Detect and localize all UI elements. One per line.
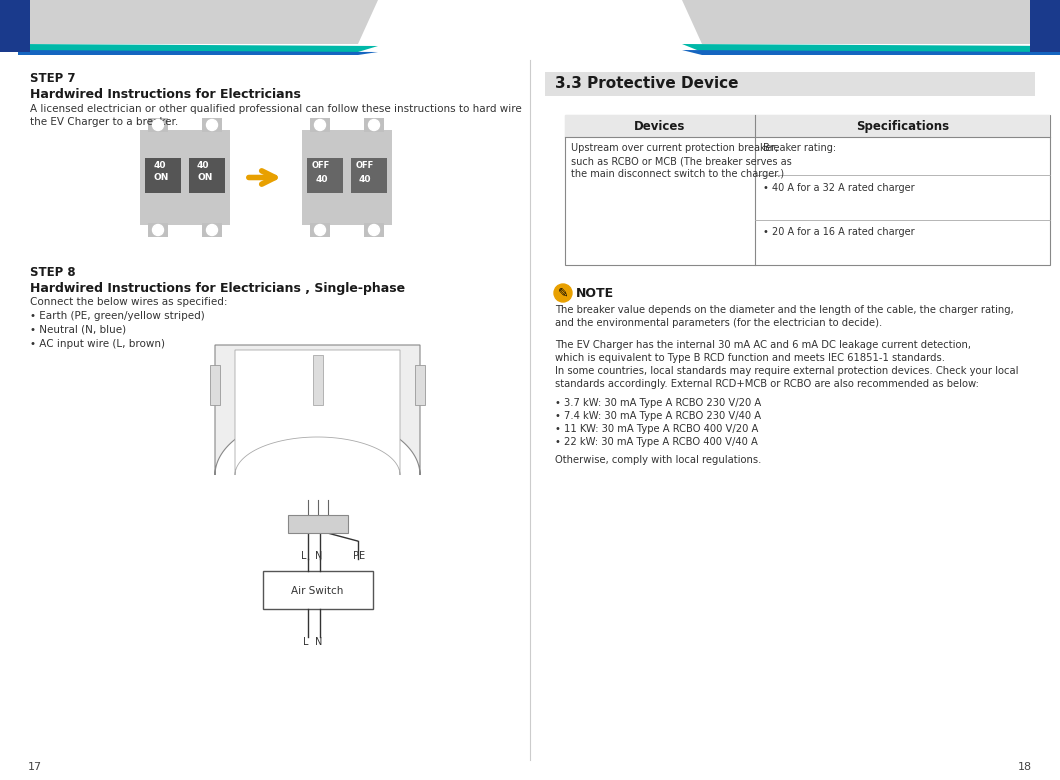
Polygon shape — [18, 50, 378, 55]
Text: Connect the below wires as specified:: Connect the below wires as specified: — [30, 297, 228, 307]
Text: • Neutral (N, blue): • Neutral (N, blue) — [30, 325, 126, 335]
Text: 40: 40 — [316, 175, 329, 184]
Bar — [210, 365, 220, 405]
Text: • 11 KW: 30 mA Type A RCBO 400 V/20 A: • 11 KW: 30 mA Type A RCBO 400 V/20 A — [555, 424, 758, 434]
Text: NOTE: NOTE — [576, 287, 614, 300]
Bar — [145, 158, 181, 193]
Text: OFF: OFF — [312, 161, 331, 170]
Circle shape — [207, 225, 217, 236]
Text: • 3.7 kW: 30 mA Type A RCBO 230 V/20 A: • 3.7 kW: 30 mA Type A RCBO 230 V/20 A — [555, 398, 761, 408]
Text: 40: 40 — [154, 161, 166, 170]
Text: Hardwired Instructions for Electricians: Hardwired Instructions for Electricians — [30, 88, 301, 101]
Text: L: L — [302, 637, 308, 647]
Text: The breaker value depends on the diameter and the length of the cable, the charg: The breaker value depends on the diamete… — [555, 305, 1013, 315]
Text: • AC input wire (L, brown): • AC input wire (L, brown) — [30, 339, 165, 349]
Text: OFF: OFF — [356, 161, 374, 170]
Bar — [364, 223, 384, 237]
Bar — [310, 223, 330, 237]
Bar — [148, 118, 167, 132]
Text: the main disconnect switch to the charger.): the main disconnect switch to the charge… — [571, 169, 784, 179]
Text: STEP 8: STEP 8 — [30, 266, 75, 279]
Polygon shape — [0, 0, 30, 52]
Text: Otherwise, comply with local regulations.: Otherwise, comply with local regulations… — [555, 455, 761, 465]
Text: which is equivalent to Type B RCD function and meets IEC 61851-1 standards.: which is equivalent to Type B RCD functi… — [555, 353, 946, 363]
Polygon shape — [682, 0, 1060, 44]
Text: Devices: Devices — [634, 120, 686, 133]
Bar — [565, 115, 1050, 265]
Text: In some countries, local standards may require external protection devices. Chec: In some countries, local standards may r… — [555, 366, 1019, 376]
Text: • Earth (PE, green/yellow striped): • Earth (PE, green/yellow striped) — [30, 311, 205, 321]
Polygon shape — [682, 50, 1060, 55]
Text: Air Switch: Air Switch — [292, 586, 343, 596]
Bar — [545, 72, 1035, 96]
Bar — [313, 355, 322, 405]
Bar — [189, 158, 225, 193]
Text: N: N — [316, 551, 323, 561]
Polygon shape — [18, 44, 378, 52]
Circle shape — [207, 119, 217, 130]
Text: ✎: ✎ — [558, 286, 568, 300]
Text: the EV Charger to a breaker.: the EV Charger to a breaker. — [30, 117, 178, 127]
Circle shape — [369, 119, 379, 130]
Text: PE: PE — [353, 551, 366, 561]
Text: N: N — [316, 637, 323, 647]
Bar — [287, 515, 348, 533]
Circle shape — [153, 119, 163, 130]
Text: Upstream over current protection breaker,: Upstream over current protection breaker… — [571, 143, 778, 153]
Polygon shape — [215, 345, 420, 475]
Text: 17: 17 — [28, 762, 42, 772]
Bar — [302, 130, 392, 225]
Bar — [202, 223, 222, 237]
Bar — [263, 571, 372, 609]
Text: STEP 7: STEP 7 — [30, 72, 75, 85]
Text: L: L — [301, 551, 307, 561]
Circle shape — [153, 225, 163, 236]
Text: Breaker rating:: Breaker rating: — [763, 143, 836, 153]
Bar — [351, 158, 387, 193]
Polygon shape — [235, 350, 400, 475]
Bar — [202, 118, 222, 132]
Polygon shape — [1030, 0, 1060, 52]
Text: standards accordingly. External RCD+MCB or RCBO are also recommended as below:: standards accordingly. External RCD+MCB … — [555, 379, 978, 389]
Text: 18: 18 — [1018, 762, 1032, 772]
Text: and the environmental parameters (for the electrician to decide).: and the environmental parameters (for th… — [555, 318, 882, 328]
Polygon shape — [682, 44, 1060, 52]
Bar — [416, 365, 425, 405]
Circle shape — [369, 225, 379, 236]
Text: ON: ON — [154, 173, 170, 182]
Bar — [307, 158, 343, 193]
Text: • 20 A for a 16 A rated charger: • 20 A for a 16 A rated charger — [763, 227, 915, 237]
Text: • 7.4 kW: 30 mA Type A RCBO 230 V/40 A: • 7.4 kW: 30 mA Type A RCBO 230 V/40 A — [555, 411, 761, 421]
Circle shape — [554, 284, 572, 302]
Circle shape — [315, 119, 325, 130]
Circle shape — [315, 225, 325, 236]
Bar — [565, 115, 755, 137]
Bar — [140, 130, 230, 225]
Text: 40: 40 — [359, 175, 371, 184]
Text: ON: ON — [197, 173, 212, 182]
Text: • 40 A for a 32 A rated charger: • 40 A for a 32 A rated charger — [763, 183, 915, 193]
Text: A licensed electrician or other qualified professional can follow these instruct: A licensed electrician or other qualifie… — [30, 104, 522, 114]
Text: such as RCBO or MCB (The breaker serves as: such as RCBO or MCB (The breaker serves … — [571, 156, 792, 166]
Text: The EV Charger has the internal 30 mA AC and 6 mA DC leakage current detection,: The EV Charger has the internal 30 mA AC… — [555, 340, 971, 350]
Polygon shape — [18, 0, 378, 44]
Text: 3.3 Protective Device: 3.3 Protective Device — [555, 76, 739, 91]
Text: • 22 kW: 30 mA Type A RCBO 400 V/40 A: • 22 kW: 30 mA Type A RCBO 400 V/40 A — [555, 437, 758, 447]
Text: Specifications: Specifications — [855, 120, 949, 133]
Text: Hardwired Instructions for Electricians , Single-phase: Hardwired Instructions for Electricians … — [30, 282, 405, 295]
Bar — [310, 118, 330, 132]
Bar — [364, 118, 384, 132]
Bar — [755, 115, 1050, 137]
Bar — [148, 223, 167, 237]
Text: 40: 40 — [197, 161, 210, 170]
